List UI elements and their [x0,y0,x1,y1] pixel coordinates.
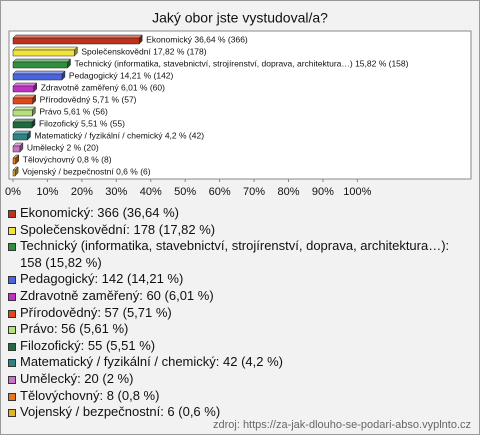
bar-top [12,94,37,99]
legend-swatch [8,375,16,384]
data-label: Přírodovědný 5,71 % (57) [40,94,137,104]
data-label: Společenskovědní 17,82 % (178) [81,46,206,56]
legend-label: Technický (informatika, stavebnictví, st… [20,238,450,270]
data-label: Filozofický 5,51 % (55) [39,118,125,128]
legend-label: Tělovýchovný: 8 (0,8 %) [20,387,160,403]
bar [12,121,33,129]
bar [12,37,140,45]
bar-top [12,106,36,111]
plot-area [8,30,472,180]
legend-item: Technický (informatika, stavebnictví, st… [7,238,473,271]
legend-label: Ekonomický: 366 (36,64 %) [20,205,179,220]
data-label: Zdravotně zaměřený 6,01 % (60) [41,82,165,92]
x-tick-label: 80% [277,186,299,198]
bar [12,49,75,57]
legend-item: Ekonomický: 366 (36,64 %) [7,205,473,222]
legend-item: Tělovýchovný: 8 (0,8 %) [7,388,473,405]
bar-top [12,58,72,63]
data-label: Ekonomický 36,64 % (366) [146,34,248,44]
legend-swatch [8,359,16,368]
bar [12,97,33,105]
legend-label: Filozofický: 55 (5,51 %) [20,337,156,353]
data-label: Tělovýchovný 0,8 % (8) [23,154,112,164]
legend-item: Přírodovědný: 57 (5,71 %) [7,305,473,322]
x-tick-label: 10% [36,186,58,198]
legend-swatch [8,342,16,351]
chart-title: Jaký obor jste vystudoval/a? [152,10,328,26]
legend-swatch [8,243,16,252]
x-tick-label: 100% [343,186,371,198]
bar-top [12,70,66,75]
bar [12,133,28,141]
x-tick-label: 60% [209,186,231,198]
legend-item: Umělecký: 20 (2 %) [7,371,473,388]
bar-top [12,46,78,51]
legend-swatch [8,210,16,218]
x-tick-label: 20% [71,186,93,198]
legend-swatch [8,326,16,335]
data-label: Matematický / fyzikální / chemický 4,2 %… [34,130,204,140]
bar [12,73,63,81]
source: zdroj: https://za-jak-dlouho-se-podari-a… [213,419,471,431]
bar [12,145,21,153]
legend-swatch [8,226,16,235]
bar [12,157,17,165]
legend-swatch [8,409,16,418]
legend-item: Pedagogický: 142 (14,21 %) [7,271,473,288]
x-tick-label: 90% [312,186,334,198]
legend-item: Matematický / fyzikální / chemický: 42 (… [7,354,473,371]
legend-swatch [8,392,16,401]
x-tick-label: 50% [174,186,196,198]
legend-item: Společenskovědní: 178 (17,82 %) [7,222,473,239]
bar-top [12,118,36,123]
legend-label: Pedagogický: 142 (14,21 %) [20,271,184,287]
x-tick-label: 70% [243,186,265,198]
bar [12,169,16,177]
data-label: Právo 5,61 % (56) [39,106,108,116]
x-tick-label: 40% [140,186,162,198]
x-tick-label: 30% [105,186,127,198]
bar-top [12,34,143,39]
legend-label: Zdravotně zaměřený: 60 (6,01 %) [20,287,214,303]
bar [12,109,33,117]
legend-item: Vojenský / bezpečnostní: 6 (0,6 %) [7,404,473,421]
legend-label: Umělecký: 20 (2 %) [20,370,134,386]
data-label: Umělecký 2 % (20) [27,142,99,152]
data-label: Technický (informatika, stavebnictví, st… [74,58,408,68]
legend-swatch [8,292,16,301]
bar [12,85,34,93]
bar-top [12,82,38,87]
legend-label: Matematický / fyzikální / chemický: 42 (… [20,354,283,370]
legend-item: Právo: 56 (5,61 %) [7,321,473,338]
data-label: Pedagogický 14,21 % (142) [69,70,174,80]
bar [12,61,68,69]
legend-swatch [8,276,16,285]
x-tick-label: 0% [5,186,21,198]
legend-label: Přírodovědný: 57 (5,71 %) [20,304,172,320]
legend-label: Vojenský / bezpečnostní: 6 (0,6 %) [20,404,221,420]
legend-item: Filozofický: 55 (5,51 %) [7,338,473,355]
data-label: Vojenský / bezpečnostní 0,6 % (6) [22,166,151,176]
legend-label: Společenskovědní: 178 (17,82 %) [20,221,216,237]
legend-swatch [8,309,16,318]
legend-item: Zdravotně zaměřený: 60 (6,01 %) [7,288,473,305]
legend: Ekonomický: 366 (36,64 %) Společenskovědn… [7,205,473,421]
legend-label: Právo: 56 (5,61 %) [20,321,129,337]
